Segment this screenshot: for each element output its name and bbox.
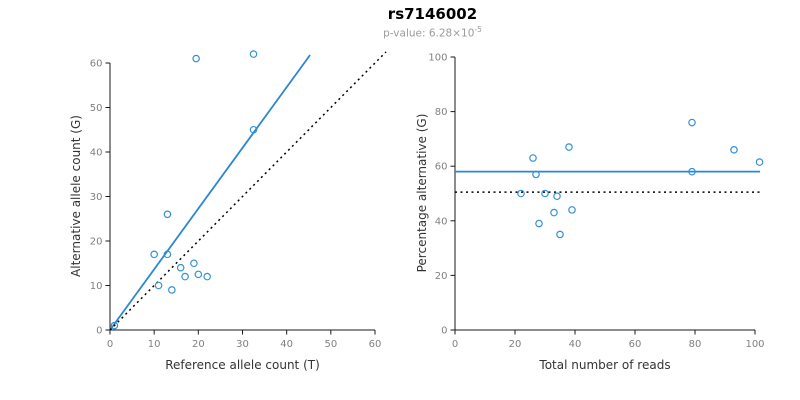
x-tick-label: 100 <box>745 339 764 350</box>
x-tick-label: 10 <box>148 339 161 350</box>
y-tick-label: 100 <box>428 53 447 64</box>
x-tick-label: 20 <box>509 339 522 350</box>
data-point <box>154 281 163 290</box>
y-tick-label: 20 <box>435 271 448 282</box>
y-tick-label: 60 <box>90 59 103 70</box>
y-tick-label: 30 <box>90 192 103 203</box>
data-point <box>181 272 189 281</box>
y-tick-label: 0 <box>96 326 102 337</box>
x-tick-label: 0 <box>107 339 113 350</box>
x-tick-label: 30 <box>236 339 249 350</box>
y-tick-label: 0 <box>441 326 447 337</box>
data-point <box>203 272 211 281</box>
right-y-axis-title: Percentage alternative (G) <box>415 114 429 273</box>
data-point <box>532 170 540 179</box>
data-point <box>730 146 738 154</box>
regression-line <box>109 54 311 331</box>
left-scatter-plot: Reference allele count (T) Alternative a… <box>69 50 387 372</box>
identity-line <box>109 51 387 331</box>
data-point <box>192 54 200 63</box>
data-point <box>190 259 198 268</box>
right-x-axis-title: Total number of reads <box>538 358 670 372</box>
data-point <box>529 154 537 162</box>
data-point <box>168 286 176 294</box>
data-point <box>517 189 525 198</box>
data-point <box>110 321 119 330</box>
pvalue-exponent: -5 <box>474 25 482 34</box>
data-point <box>553 192 561 201</box>
x-tick-label: 50 <box>324 339 337 350</box>
left-x-axis-title: Reference allele count (T) <box>165 358 320 372</box>
data-point <box>249 125 258 134</box>
data-point <box>150 250 158 259</box>
data-point <box>565 143 573 151</box>
plot-subtitle: p-value: 6.28×10-5 <box>65 25 800 40</box>
x-tick-label: 40 <box>280 339 293 350</box>
y-tick-label: 40 <box>435 216 448 227</box>
plot-title: rs7146002 <box>387 5 478 23</box>
y-tick-label: 20 <box>90 237 103 248</box>
data-point <box>688 118 696 127</box>
x-tick-label: 0 <box>452 339 458 350</box>
y-tick-label: 50 <box>90 103 103 114</box>
y-tick-label: 40 <box>90 148 103 159</box>
data-point <box>249 50 258 58</box>
data-point <box>535 219 543 228</box>
data-point <box>568 206 576 214</box>
y-tick-label: 80 <box>435 107 448 118</box>
data-point <box>194 270 203 279</box>
right-scatter-plot: Total number of reads Percentage alterna… <box>415 53 765 373</box>
y-tick-label: 10 <box>90 281 103 292</box>
x-tick-label: 80 <box>689 339 702 350</box>
data-point <box>688 167 696 176</box>
pvalue-text: p-value: 6.28×10 <box>383 27 475 40</box>
y-tick-label: 60 <box>435 162 448 173</box>
data-point <box>556 230 564 239</box>
x-tick-label: 20 <box>192 339 205 350</box>
x-tick-label: 40 <box>569 339 582 350</box>
data-point <box>163 210 172 219</box>
data-point <box>755 158 764 166</box>
data-point <box>163 250 172 259</box>
data-point <box>176 263 185 272</box>
x-tick-label: 60 <box>629 339 642 350</box>
x-tick-label: 60 <box>369 339 382 350</box>
data-point <box>550 208 558 217</box>
data-point <box>541 189 549 198</box>
left-y-axis-title: Alternative allele count (G) <box>69 115 83 277</box>
